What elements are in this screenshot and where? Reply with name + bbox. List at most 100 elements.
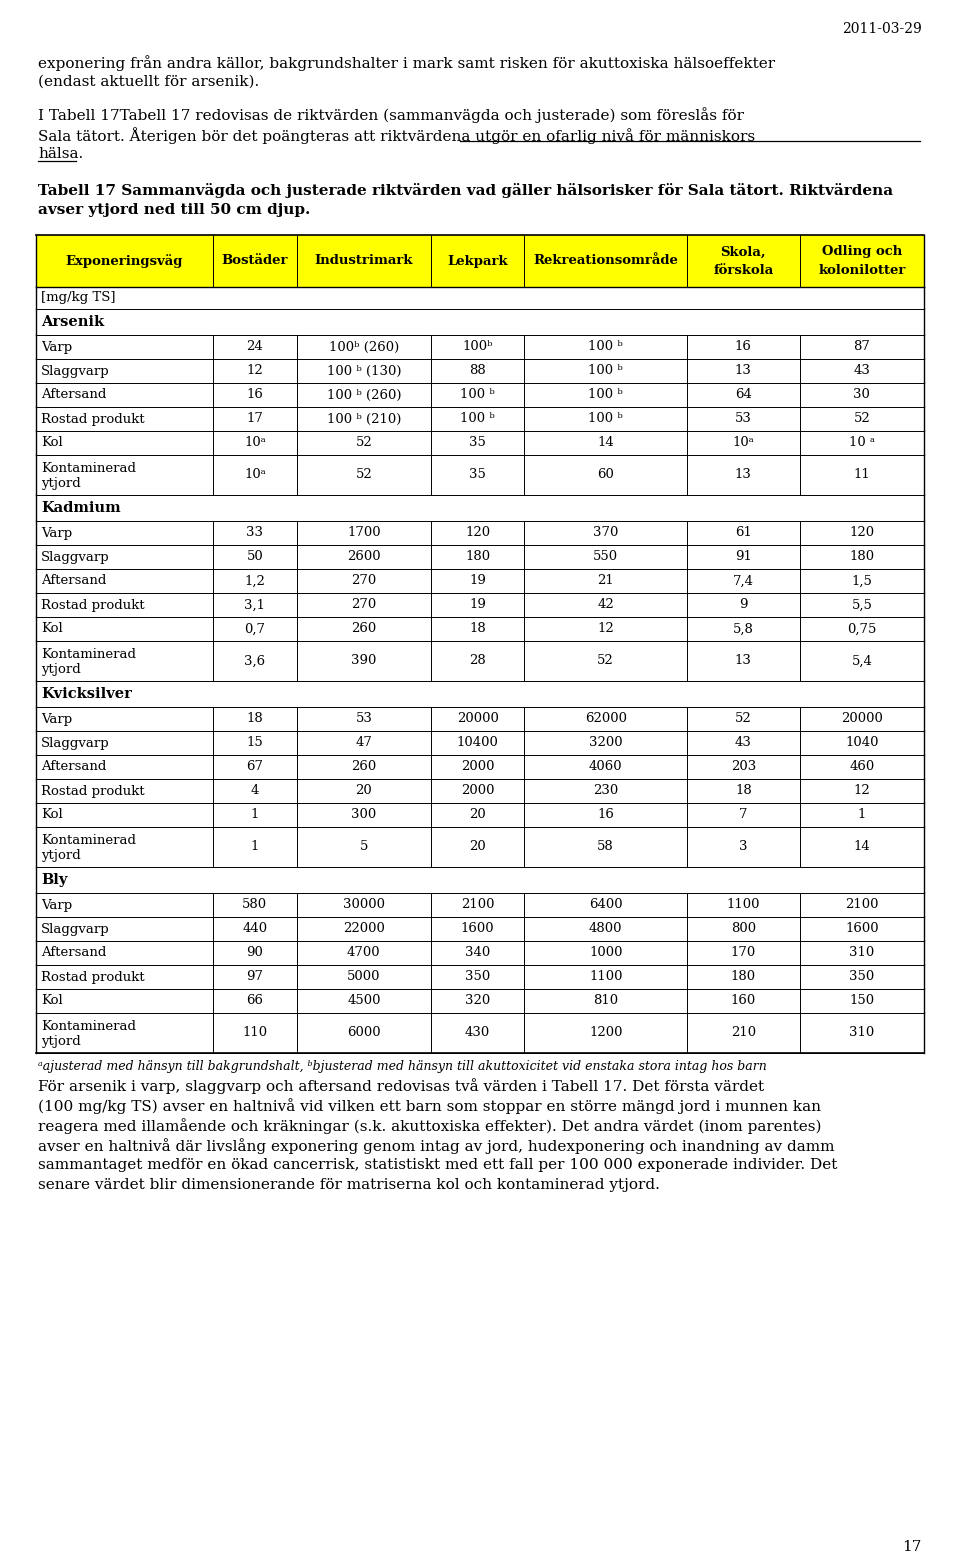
Text: 30: 30 — [853, 388, 871, 402]
Bar — [36, 754, 924, 779]
Text: 14: 14 — [853, 840, 871, 853]
Text: 87: 87 — [853, 341, 871, 354]
Text: 310: 310 — [850, 947, 875, 959]
Bar — [36, 358, 924, 383]
Text: 440: 440 — [242, 922, 268, 936]
Text: Kol: Kol — [41, 437, 62, 449]
Text: hälsa.: hälsa. — [38, 147, 84, 161]
Text: Slaggvarp: Slaggvarp — [41, 365, 109, 377]
Text: 10 ᵃ: 10 ᵃ — [849, 437, 875, 449]
Text: 180: 180 — [465, 551, 491, 563]
Text: 100 ᵇ (260): 100 ᵇ (260) — [326, 388, 401, 402]
Text: 53: 53 — [355, 712, 372, 726]
Text: Aftersand: Aftersand — [41, 761, 107, 773]
Text: 52: 52 — [355, 468, 372, 482]
Text: Lekpark: Lekpark — [447, 255, 508, 268]
Text: 11: 11 — [853, 468, 871, 482]
Text: 210: 210 — [731, 1027, 756, 1039]
Text: 30000: 30000 — [343, 898, 385, 911]
Bar — [36, 731, 924, 754]
Bar — [36, 642, 924, 681]
Text: Aftersand: Aftersand — [41, 574, 107, 587]
Text: Kontaminerad: Kontaminerad — [41, 648, 136, 662]
Text: 800: 800 — [731, 922, 756, 936]
Text: 43: 43 — [853, 365, 871, 377]
Text: Industrimark: Industrimark — [315, 255, 413, 268]
Bar — [36, 707, 924, 731]
Text: Aftersand: Aftersand — [41, 388, 107, 402]
Text: 1: 1 — [857, 809, 866, 822]
Text: 100 ᵇ: 100 ᵇ — [588, 341, 623, 354]
Text: I Tabell 17Tabell 17 redovisas de riktvärden (sammanvägda och justerade) som för: I Tabell 17Tabell 17 redovisas de riktvä… — [38, 106, 744, 124]
Text: 52: 52 — [853, 413, 871, 426]
Text: 66: 66 — [247, 994, 263, 1008]
Text: Arsenik: Arsenik — [41, 315, 104, 329]
Bar — [36, 593, 924, 617]
Bar — [36, 966, 924, 989]
Text: ytjord: ytjord — [41, 1036, 81, 1049]
Text: 300: 300 — [351, 809, 376, 822]
Text: Kol: Kol — [41, 809, 62, 822]
Bar — [36, 681, 924, 707]
Text: Kontaminerad: Kontaminerad — [41, 1020, 136, 1033]
Bar — [36, 989, 924, 1013]
Text: 7: 7 — [739, 809, 748, 822]
Text: 88: 88 — [469, 365, 486, 377]
Text: 17: 17 — [902, 1540, 922, 1554]
Text: 3200: 3200 — [588, 737, 622, 750]
Text: 42: 42 — [597, 598, 614, 612]
Text: Kadmium: Kadmium — [41, 501, 121, 515]
Text: 580: 580 — [242, 898, 268, 911]
Text: Varp: Varp — [41, 898, 72, 911]
Text: 5000: 5000 — [348, 970, 380, 983]
Text: 100ᵇ (260): 100ᵇ (260) — [328, 341, 399, 354]
Text: Rostad produkt: Rostad produkt — [41, 784, 145, 798]
Text: Slaggvarp: Slaggvarp — [41, 737, 109, 750]
Text: 100 ᵇ (130): 100 ᵇ (130) — [326, 365, 401, 377]
Bar — [36, 383, 924, 407]
Text: 10ᵃ: 10ᵃ — [244, 437, 266, 449]
Text: 460: 460 — [850, 761, 875, 773]
Text: 1040: 1040 — [845, 737, 878, 750]
Text: 19: 19 — [469, 598, 486, 612]
Text: 90: 90 — [247, 947, 263, 959]
Text: 2600: 2600 — [348, 551, 381, 563]
Bar — [36, 407, 924, 430]
Text: 1200: 1200 — [588, 1027, 622, 1039]
Text: 35: 35 — [469, 468, 486, 482]
Text: Kvicksilver: Kvicksilver — [41, 687, 132, 701]
Text: 3,6: 3,6 — [245, 654, 266, 668]
Text: Kontaminerad: Kontaminerad — [41, 463, 136, 476]
Text: Bly: Bly — [41, 873, 67, 887]
Text: Rostad produkt: Rostad produkt — [41, 970, 145, 983]
Text: 350: 350 — [465, 970, 491, 983]
Text: senare värdet blir dimensionerande för matriserna kol och kontaminerad ytjord.: senare värdet blir dimensionerande för m… — [38, 1178, 660, 1193]
Text: 15: 15 — [247, 737, 263, 750]
Text: Varp: Varp — [41, 341, 72, 354]
Text: 16: 16 — [735, 341, 752, 354]
Text: 43: 43 — [735, 737, 752, 750]
Bar — [36, 455, 924, 495]
Bar — [36, 779, 924, 803]
Text: reagera med illamående och kräkningar (s.k. akuttoxiska effekter). Det andra vär: reagera med illamående och kräkningar (s… — [38, 1117, 822, 1135]
Text: 13: 13 — [735, 365, 752, 377]
Text: Varp: Varp — [41, 712, 72, 726]
Text: 160: 160 — [731, 994, 756, 1008]
Text: 12: 12 — [853, 784, 871, 798]
Text: Kontaminerad: Kontaminerad — [41, 834, 136, 848]
Bar — [36, 941, 924, 966]
Text: Bostäder: Bostäder — [222, 255, 288, 268]
Text: 64: 64 — [735, 388, 752, 402]
Text: Rekreationsområde: Rekreationsområde — [533, 255, 678, 268]
Text: 52: 52 — [597, 654, 614, 668]
Text: 13: 13 — [735, 468, 752, 482]
Text: 58: 58 — [597, 840, 614, 853]
Text: 390: 390 — [351, 654, 376, 668]
Text: 100 ᵇ: 100 ᵇ — [588, 413, 623, 426]
Text: 4060: 4060 — [588, 761, 622, 773]
Text: 310: 310 — [850, 1027, 875, 1039]
Text: 33: 33 — [247, 526, 263, 540]
Text: ytjord: ytjord — [41, 850, 81, 862]
Bar — [36, 235, 924, 286]
Text: För arsenik i varp, slaggvarp och aftersand redovisas två värden i Tabell 17. De: För arsenik i varp, slaggvarp och afters… — [38, 1078, 764, 1094]
